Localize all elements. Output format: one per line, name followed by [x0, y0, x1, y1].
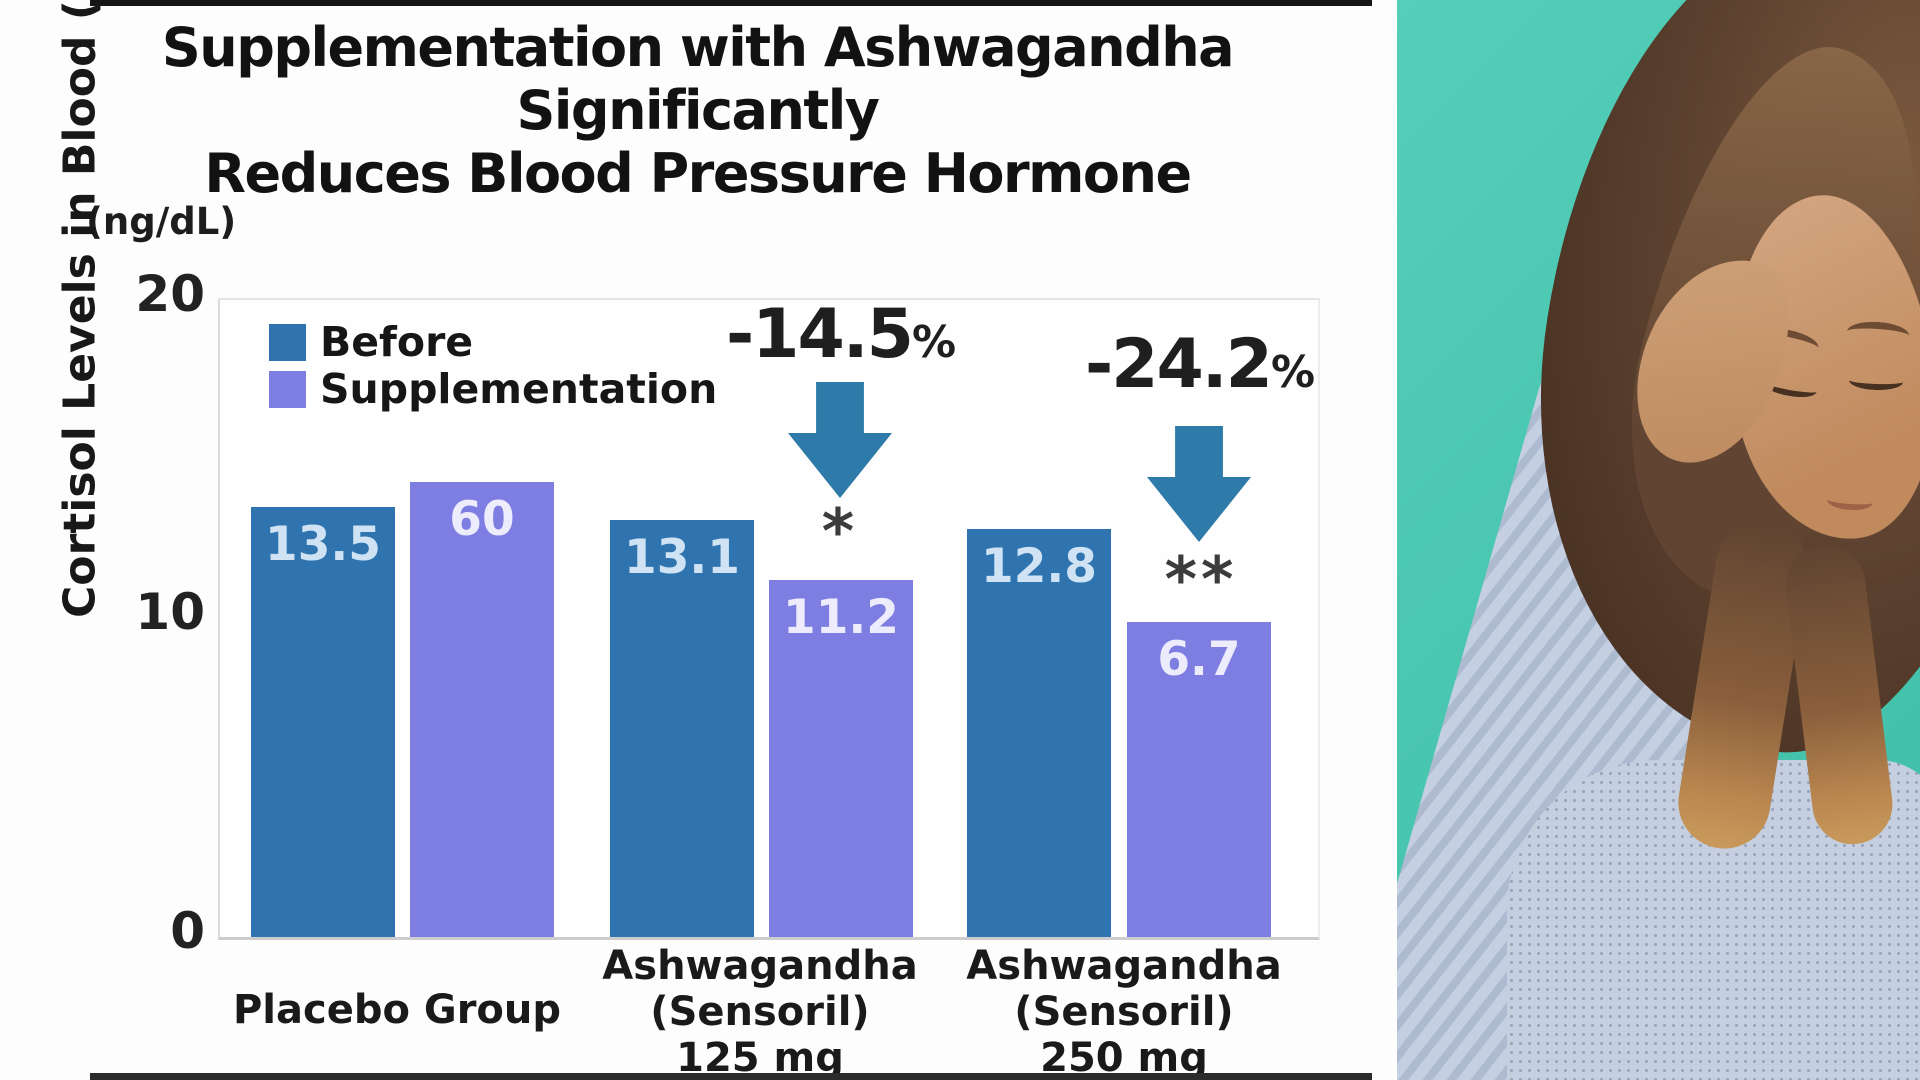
chart-title: Supplementation with Ashwagandha Signifi… [25, 16, 1370, 205]
x-label-line: Ashwagandha [602, 943, 918, 989]
pct-change-value: -14.5 [725, 295, 914, 374]
letterbox-strip-top [90, 0, 1372, 6]
x-label-line: 125 mg [676, 1035, 844, 1080]
y-tick-10: 10 [135, 583, 205, 641]
legend-swatch-supplementation [269, 371, 306, 408]
legend-label-before: Before [320, 318, 474, 366]
x-label-ashwagandha-250: Ashwagandha (Sensoril) 250 mg [966, 943, 1281, 1080]
bar-125mg-before: 13.1 [610, 519, 754, 937]
pct-change-250mg: -24.2% [1085, 330, 1315, 408]
bar-125mg-supplementation: 11.2 [769, 580, 913, 937]
significance-mark-125mg: * [821, 495, 859, 568]
bar-value-label: 60 [449, 491, 515, 547]
bar-placebo-supplementation: 60 [410, 481, 554, 937]
bar-placebo-before: 13.5 [251, 507, 395, 937]
y-tick-20: 20 [135, 265, 205, 323]
bar-250mg-supplementation: 6.7 [1127, 621, 1271, 937]
bar-value-label: 11.2 [783, 590, 899, 646]
x-label-line: 250 mg [1040, 1035, 1208, 1080]
bar-value-label: 12.8 [981, 539, 1097, 595]
stressed-woman-photo [1397, 0, 1920, 1080]
y-axis-unit-label: (ng/dL) [86, 200, 237, 243]
letterbox-strip-bottom [90, 1073, 1372, 1080]
x-label-line: (Sensoril) [1014, 989, 1234, 1035]
chart-title-line1: Supplementation with Ashwagandha Signifi… [161, 16, 1235, 142]
bar-value-label: 13.1 [624, 529, 740, 585]
percent-sign: % [911, 317, 956, 368]
chart-title-line2: Reduces Blood Pressure Hormone [204, 142, 1192, 205]
pct-change-value: -24.2 [1084, 325, 1273, 404]
legend-label-supplementation: Supplementation [320, 365, 718, 413]
plot-area: Before Supplementation 13.5 60 13.1 11.2… [218, 298, 1320, 940]
pct-change-125mg: -14.5% [726, 300, 956, 378]
bar-value-label: 13.5 [265, 517, 381, 573]
x-label-line: Ashwagandha [966, 943, 1282, 989]
x-label-ashwagandha-125: Ashwagandha (Sensoril) 125 mg [602, 943, 917, 1080]
x-label-line: Placebo Group [232, 987, 562, 1033]
bar-value-label: 6.7 [1157, 631, 1241, 687]
x-label-placebo: Placebo Group [233, 987, 561, 1033]
x-label-line: (Sensoril) [650, 989, 870, 1035]
percent-sign: % [1270, 347, 1315, 398]
y-tick-0: 0 [170, 902, 205, 960]
significance-mark-250mg: ** [1164, 543, 1238, 616]
legend-swatch-before [269, 324, 306, 361]
bar-250mg-before: 12.8 [967, 529, 1111, 937]
